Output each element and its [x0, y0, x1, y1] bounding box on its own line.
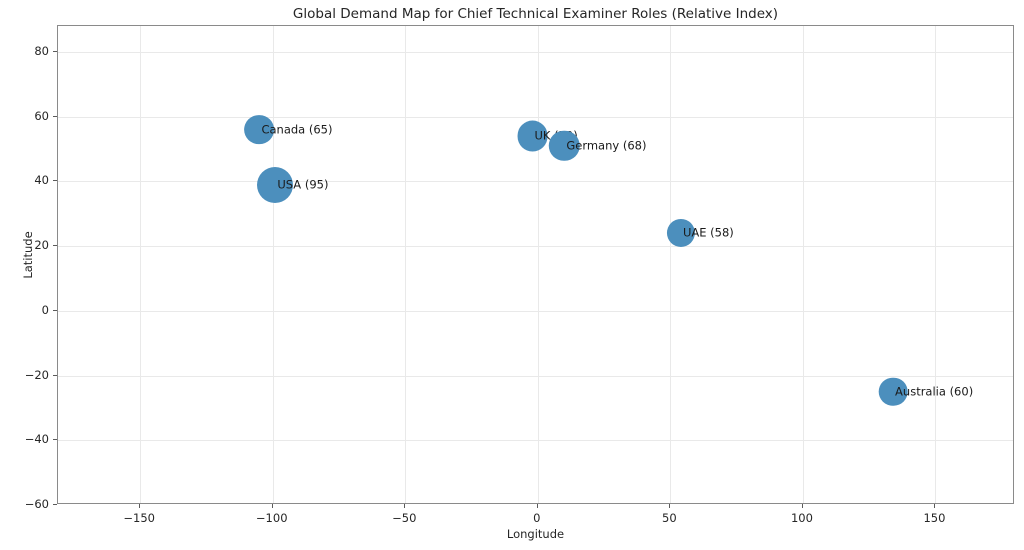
x-tick-mark: [934, 504, 936, 508]
y-tick-label: −60: [24, 497, 49, 511]
y-tick-label: 20: [34, 238, 49, 253]
y-tick-label: 0: [41, 302, 49, 317]
y-tick-mark: [53, 50, 57, 52]
gridline-horizontal: [58, 375, 1013, 377]
gridline-vertical: [140, 26, 142, 503]
data-point-label: Germany (68): [566, 138, 647, 153]
gridline-vertical: [405, 26, 407, 503]
gridline-vertical: [670, 26, 672, 503]
x-axis-label: Longitude: [506, 527, 565, 541]
y-tick-label: −40: [24, 432, 49, 447]
data-point-label: Canada (65): [261, 122, 333, 137]
x-tick-mark: [139, 504, 141, 508]
gridline-vertical: [537, 26, 539, 503]
data-point-bubble[interactable]: [257, 166, 294, 203]
y-tick-mark: [53, 309, 57, 311]
gridline-horizontal: [58, 310, 1013, 312]
x-tick-mark: [801, 504, 803, 508]
y-tick-label: 80: [34, 43, 49, 58]
plot-area: USA (95)Canada (65)UK (70)Germany (68)UA…: [57, 25, 1014, 504]
chart-title: Global Demand Map for Chief Technical Ex…: [292, 6, 779, 22]
y-tick-label: −20: [24, 367, 49, 382]
gridline-horizontal: [58, 51, 1013, 53]
y-tick-mark: [53, 245, 57, 247]
y-tick-mark: [53, 439, 57, 441]
data-point-bubble[interactable]: [666, 219, 696, 248]
y-tick-label: 60: [34, 108, 49, 123]
data-point-label: UAE (58): [682, 225, 734, 240]
y-tick-mark: [53, 115, 57, 117]
data-point-bubble[interactable]: [244, 114, 275, 145]
x-tick-label: 100: [790, 511, 813, 525]
gridline-horizontal: [58, 440, 1013, 442]
x-tick-label: −150: [123, 511, 155, 525]
x-tick-mark: [404, 504, 406, 508]
data-point-bubble[interactable]: [549, 130, 580, 161]
y-tick-mark: [53, 180, 57, 182]
y-tick-mark: [53, 374, 57, 376]
y-tick-label: 40: [34, 173, 49, 188]
y-tick-mark: [53, 504, 57, 505]
gridline-vertical: [802, 26, 804, 503]
gridline-horizontal: [58, 181, 1013, 183]
x-tick-label: −50: [392, 511, 417, 525]
data-point-label: Australia (60): [895, 384, 974, 399]
gridline-vertical: [935, 26, 937, 503]
x-tick-label: 0: [533, 511, 541, 525]
gridline-vertical: [272, 26, 274, 503]
y-axis-label: Latitude: [21, 231, 35, 279]
data-point-bubble[interactable]: [517, 120, 548, 152]
x-tick-mark: [271, 504, 273, 508]
x-tick-label: 150: [923, 511, 946, 525]
gridline-horizontal: [58, 116, 1013, 118]
x-tick-label: 50: [662, 511, 677, 525]
gridline-horizontal: [58, 246, 1013, 248]
x-tick-label: −100: [255, 511, 288, 525]
x-tick-mark: [669, 504, 671, 508]
data-point-label: USA (95): [277, 177, 329, 192]
data-point-bubble[interactable]: [878, 377, 908, 407]
x-tick-mark: [536, 504, 538, 508]
